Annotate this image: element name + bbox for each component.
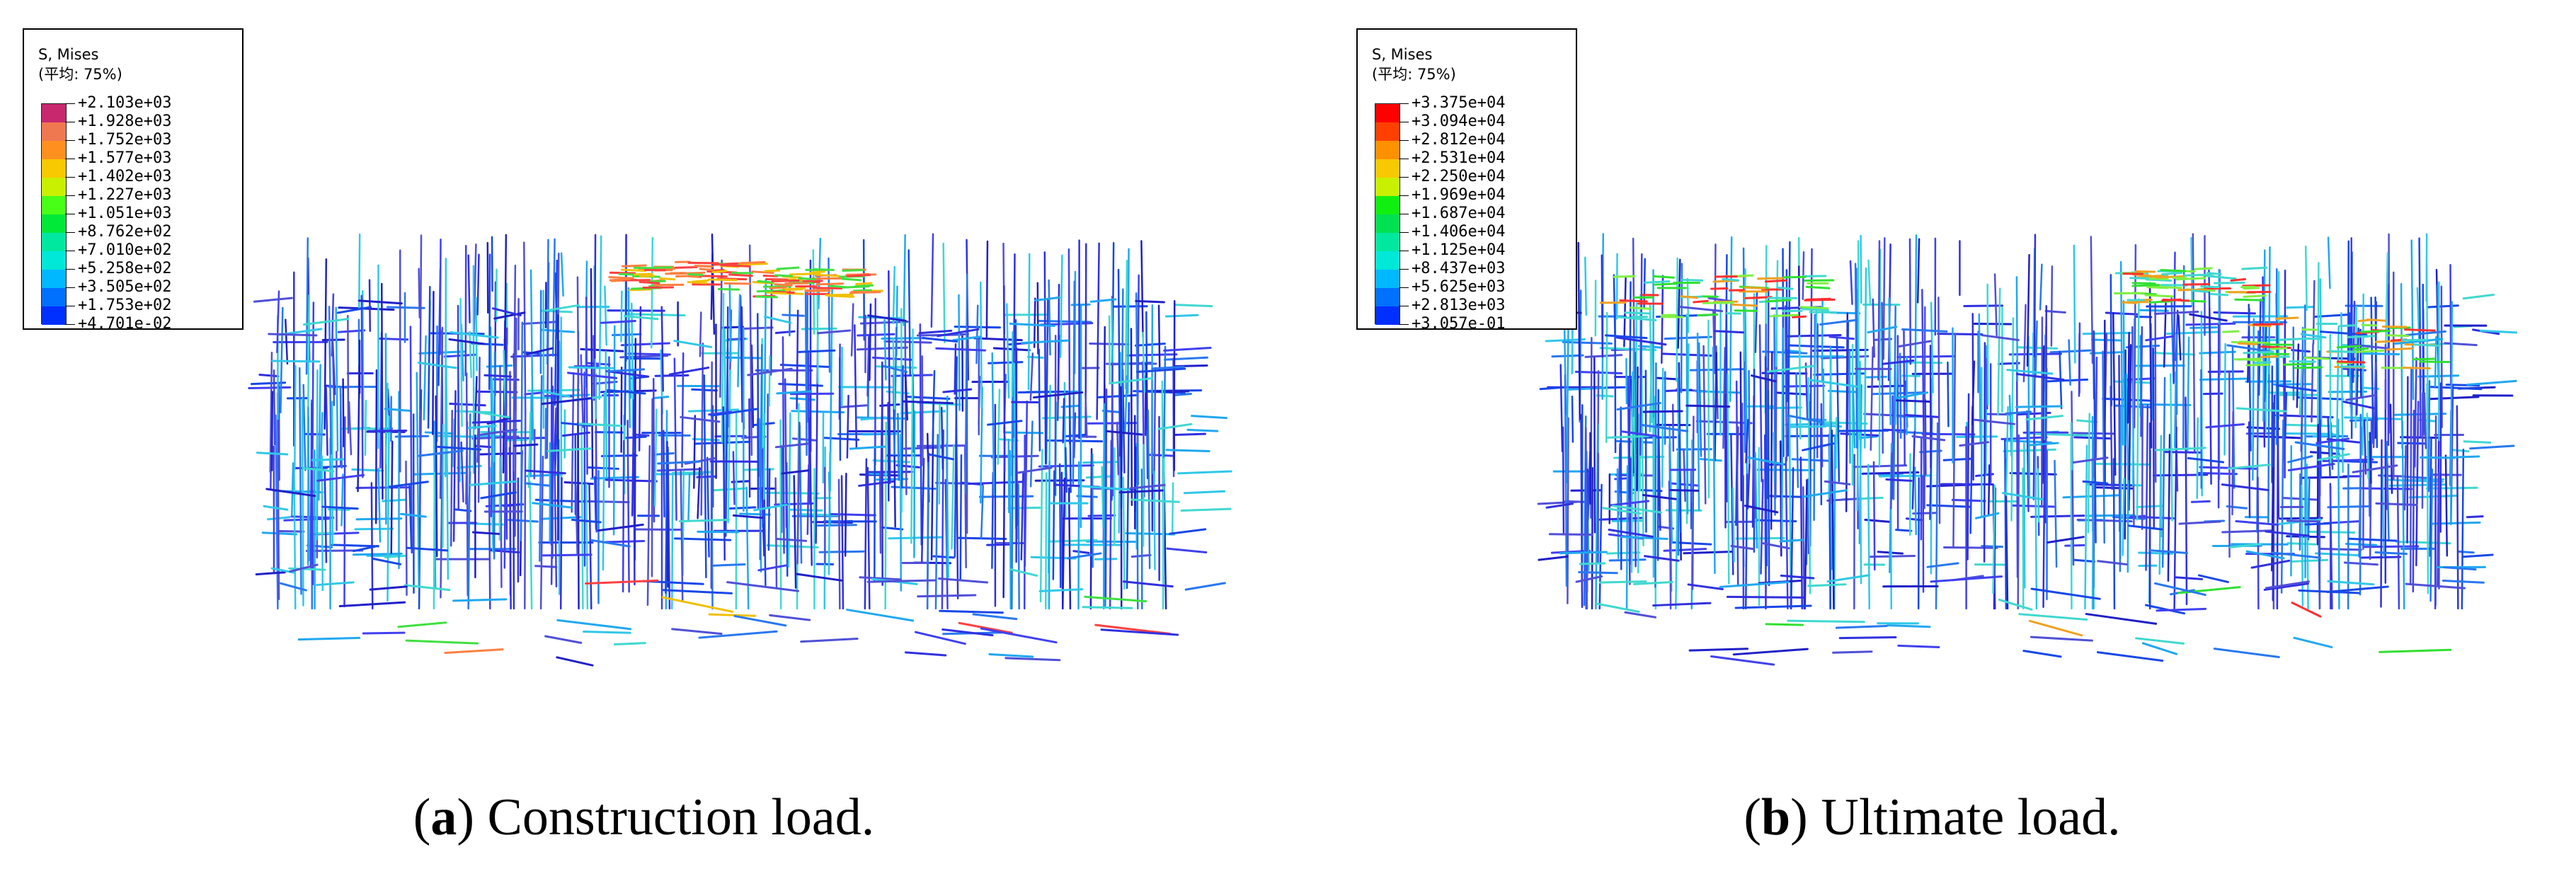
legend-tick: [65, 232, 75, 233]
legend-value: +3.094e+04: [1412, 113, 1506, 130]
legend-swatch: [42, 306, 66, 325]
legend-swatch: [1375, 196, 1399, 214]
legend-value: +1.577e+03: [78, 149, 172, 167]
legend-value: +1.406e+04: [1412, 223, 1506, 241]
legend-swatch: [1375, 104, 1399, 122]
legend-value: +3.057e-01: [1412, 315, 1506, 333]
legend-value: +4.701e-02: [78, 315, 172, 333]
legend-color-bar: [1375, 103, 1400, 325]
panel-construction-load: S, Mises (平均: 75%) +2.103e+03 +1.928e+03 +…: [23, 28, 1232, 846]
legend-swatch: [42, 141, 66, 159]
legend-swatch: [1375, 288, 1399, 306]
legend-tick: [65, 177, 75, 178]
legend-value: +1.753e+02: [78, 297, 172, 314]
legend-swatch: [42, 233, 66, 251]
legend-swatch: [42, 251, 66, 270]
legend-value: +5.258e+02: [78, 260, 172, 277]
legend-swatch: [42, 178, 66, 196]
legend-swatch: [1375, 214, 1399, 233]
legend-averaging: (平均: 75%): [38, 66, 122, 83]
legend-value: +1.928e+03: [78, 113, 172, 130]
caption-text: Construction load.: [487, 788, 875, 846]
legend-swatch: [1375, 233, 1399, 251]
figure-caption: (a) Construction load.: [413, 788, 875, 846]
caption-text: Ultimate load.: [1821, 788, 2121, 846]
legend-tick: [65, 269, 75, 270]
legend-swatch: [42, 122, 66, 141]
legend-swatch: [42, 270, 66, 288]
legend-swatch: [1375, 270, 1399, 288]
legend-swatch: [1375, 306, 1399, 325]
legend-tick: [65, 324, 75, 325]
legend-value: +2.813e+03: [1412, 297, 1506, 314]
stress-legend: S, Mises (平均: 75%) +2.103e+03 +1.928e+03 +…: [23, 28, 244, 333]
caption-letter: a: [430, 788, 457, 846]
legend-swatch: [42, 196, 66, 214]
legend-tick: [1399, 195, 1409, 196]
legend-tick: [1399, 269, 1409, 270]
legend-value: +8.437e+03: [1412, 260, 1506, 277]
legend-tick: [1399, 177, 1409, 178]
legend-value: +1.752e+03: [78, 131, 172, 149]
legend-tick: [1399, 324, 1409, 325]
legend-title: S, Mises: [1372, 46, 1433, 63]
legend-value: +8.762e+02: [78, 223, 172, 241]
legend-value: +2.531e+04: [1412, 149, 1506, 167]
legend-tick: [65, 195, 75, 196]
mesh-plot: [1537, 233, 2518, 666]
legend-value: +3.375e+04: [1412, 94, 1506, 112]
legend-tick: [1399, 232, 1409, 233]
legend-value: +1.687e+04: [1412, 205, 1506, 222]
legend-value: +2.103e+03: [78, 94, 172, 112]
legend-swatch: [42, 288, 66, 306]
legend-tick: [1399, 287, 1409, 288]
figure-caption: (b) Ultimate load.: [1744, 788, 2121, 846]
legend-swatch: [42, 214, 66, 233]
legend-value: +1.969e+04: [1412, 186, 1506, 204]
legend-swatch: [1375, 251, 1399, 270]
legend-swatch: [1375, 159, 1399, 178]
mesh-plot: [248, 233, 1232, 667]
legend-value: +1.227e+03: [78, 186, 172, 204]
legend-tick: [1399, 140, 1409, 141]
legend-value: +1.051e+03: [78, 205, 172, 222]
caption-letter: b: [1761, 788, 1791, 846]
legend-swatch: [42, 104, 66, 122]
legend-swatch: [1375, 122, 1399, 141]
legend-averaging: (平均: 75%): [1372, 66, 1456, 83]
legend-value: +7.010e+02: [78, 241, 172, 259]
legend-tick: [65, 140, 75, 141]
legend-value: +3.505e+02: [78, 278, 172, 296]
legend-title: S, Mises: [38, 46, 99, 63]
legend-value: +1.402e+03: [78, 168, 172, 185]
legend-value: +5.625e+03: [1412, 278, 1506, 296]
legend-tick: [65, 103, 75, 104]
legend-value: +1.125e+04: [1412, 241, 1506, 259]
legend-swatch: [1375, 178, 1399, 196]
legend-color-bar: [41, 103, 67, 325]
legend-swatch: [1375, 141, 1399, 159]
legend-swatch: [42, 159, 66, 178]
legend-value: +2.812e+04: [1412, 131, 1506, 149]
legend-tick: [65, 287, 75, 288]
panel-ultimate-load: S, Mises (平均: 75%) +3.375e+04 +3.094e+04 +…: [1288, 0, 2576, 874]
legend-value: +2.250e+04: [1412, 168, 1506, 185]
stress-legend: S, Mises (平均: 75%) +3.375e+04 +3.094e+04 +…: [1356, 28, 1577, 333]
legend-tick: [1399, 103, 1409, 104]
